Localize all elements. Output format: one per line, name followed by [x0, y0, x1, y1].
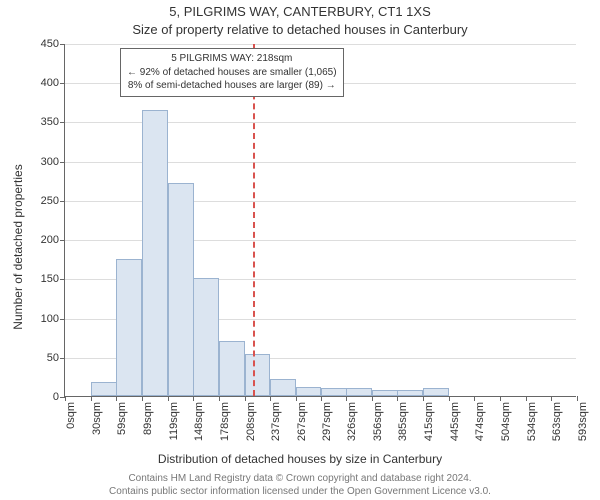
- histogram-bar: [91, 382, 117, 396]
- y-tick-label: 100: [41, 313, 59, 325]
- y-tick-mark: [60, 240, 65, 241]
- y-tick-mark: [60, 162, 65, 163]
- histogram-bar: [168, 183, 194, 396]
- y-tick-mark: [60, 279, 65, 280]
- x-tick-mark: [346, 396, 347, 401]
- y-tick-label: 200: [41, 234, 59, 246]
- x-tick-mark: [321, 396, 322, 401]
- y-tick-label: 0: [53, 391, 59, 403]
- x-tick-mark: [168, 396, 169, 401]
- x-tick-label: 474sqm: [474, 402, 486, 441]
- histogram-bar: [397, 390, 423, 396]
- x-tick-mark: [397, 396, 398, 401]
- x-tick-mark: [142, 396, 143, 401]
- x-tick-label: 208sqm: [245, 402, 257, 441]
- x-tick-mark: [193, 396, 194, 401]
- x-tick-label: 30sqm: [91, 402, 103, 435]
- x-tick-mark: [116, 396, 117, 401]
- histogram-bar: [193, 278, 219, 396]
- plot-area: 0501001502002503003504004500sqm30sqm59sq…: [64, 44, 576, 397]
- x-tick-label: 0sqm: [65, 402, 77, 429]
- x-tick-label: 593sqm: [577, 402, 589, 441]
- chart-root: 5, PILGRIMS WAY, CANTERBURY, CT1 1XS Siz…: [0, 0, 600, 500]
- y-tick-mark: [60, 358, 65, 359]
- annotation-line-3: 8% of semi-detached houses are larger (8…: [127, 79, 337, 93]
- y-tick-mark: [60, 122, 65, 123]
- x-tick-mark: [577, 396, 578, 401]
- x-tick-mark: [91, 396, 92, 401]
- x-tick-label: 59sqm: [116, 402, 128, 435]
- annotation-line-2: ← 92% of detached houses are smaller (1,…: [127, 66, 337, 80]
- x-axis-label: Distribution of detached houses by size …: [0, 452, 600, 466]
- x-tick-label: 119sqm: [168, 402, 180, 440]
- histogram-bar: [245, 354, 271, 396]
- x-tick-label: 267sqm: [296, 402, 308, 441]
- x-tick-mark: [296, 396, 297, 401]
- x-tick-mark: [500, 396, 501, 401]
- page-subtitle: Size of property relative to detached ho…: [0, 22, 600, 37]
- x-tick-mark: [449, 396, 450, 401]
- x-tick-label: 178sqm: [219, 402, 231, 441]
- x-tick-label: 89sqm: [142, 402, 154, 435]
- histogram-bar: [219, 341, 245, 396]
- y-axis-label: Number of detached properties: [11, 97, 25, 397]
- x-tick-mark: [245, 396, 246, 401]
- x-tick-mark: [526, 396, 527, 401]
- x-tick-label: 445sqm: [449, 402, 461, 441]
- y-tick-mark: [60, 201, 65, 202]
- x-tick-label: 297sqm: [321, 402, 333, 441]
- x-tick-mark: [372, 396, 373, 401]
- y-tick-label: 150: [41, 273, 59, 285]
- x-tick-mark: [219, 396, 220, 401]
- gridline-h: [65, 44, 576, 45]
- histogram-bar: [372, 390, 398, 396]
- histogram-bar: [270, 379, 296, 396]
- x-tick-mark: [65, 396, 66, 401]
- y-tick-mark: [60, 319, 65, 320]
- x-tick-label: 326sqm: [346, 402, 358, 441]
- histogram-bar: [423, 388, 449, 396]
- x-tick-mark: [551, 396, 552, 401]
- x-tick-label: 534sqm: [526, 402, 538, 441]
- y-tick-label: 400: [41, 77, 59, 89]
- histogram-bar: [296, 387, 322, 396]
- x-tick-mark: [474, 396, 475, 401]
- y-tick-label: 300: [41, 156, 59, 168]
- y-tick-label: 250: [41, 195, 59, 207]
- histogram-bar: [321, 388, 347, 396]
- y-tick-mark: [60, 44, 65, 45]
- attribution: Contains HM Land Registry data © Crown c…: [0, 473, 600, 498]
- y-tick-mark: [60, 83, 65, 84]
- y-tick-label: 350: [41, 116, 59, 128]
- x-tick-label: 563sqm: [551, 402, 563, 441]
- histogram-bar: [116, 259, 142, 396]
- y-tick-label: 50: [47, 352, 59, 364]
- x-tick-label: 415sqm: [423, 402, 435, 441]
- histogram-bar: [346, 388, 372, 396]
- x-tick-mark: [423, 396, 424, 401]
- x-tick-label: 356sqm: [372, 402, 384, 441]
- histogram-bar: [142, 110, 168, 396]
- annotation-box: 5 PILGRIMS WAY: 218sqm← 92% of detached …: [120, 48, 344, 97]
- y-tick-label: 450: [41, 38, 59, 50]
- x-tick-label: 148sqm: [193, 402, 205, 441]
- attribution-line-1: Contains HM Land Registry data © Crown c…: [0, 473, 600, 486]
- attribution-line-2: Contains public sector information licen…: [0, 486, 600, 499]
- page-title: 5, PILGRIMS WAY, CANTERBURY, CT1 1XS: [0, 4, 600, 19]
- annotation-line-1: 5 PILGRIMS WAY: 218sqm: [127, 52, 337, 66]
- x-tick-label: 237sqm: [270, 402, 282, 441]
- property-size-marker: [253, 44, 255, 396]
- x-tick-label: 385sqm: [397, 402, 409, 441]
- x-tick-label: 504sqm: [500, 402, 512, 441]
- x-tick-mark: [270, 396, 271, 401]
